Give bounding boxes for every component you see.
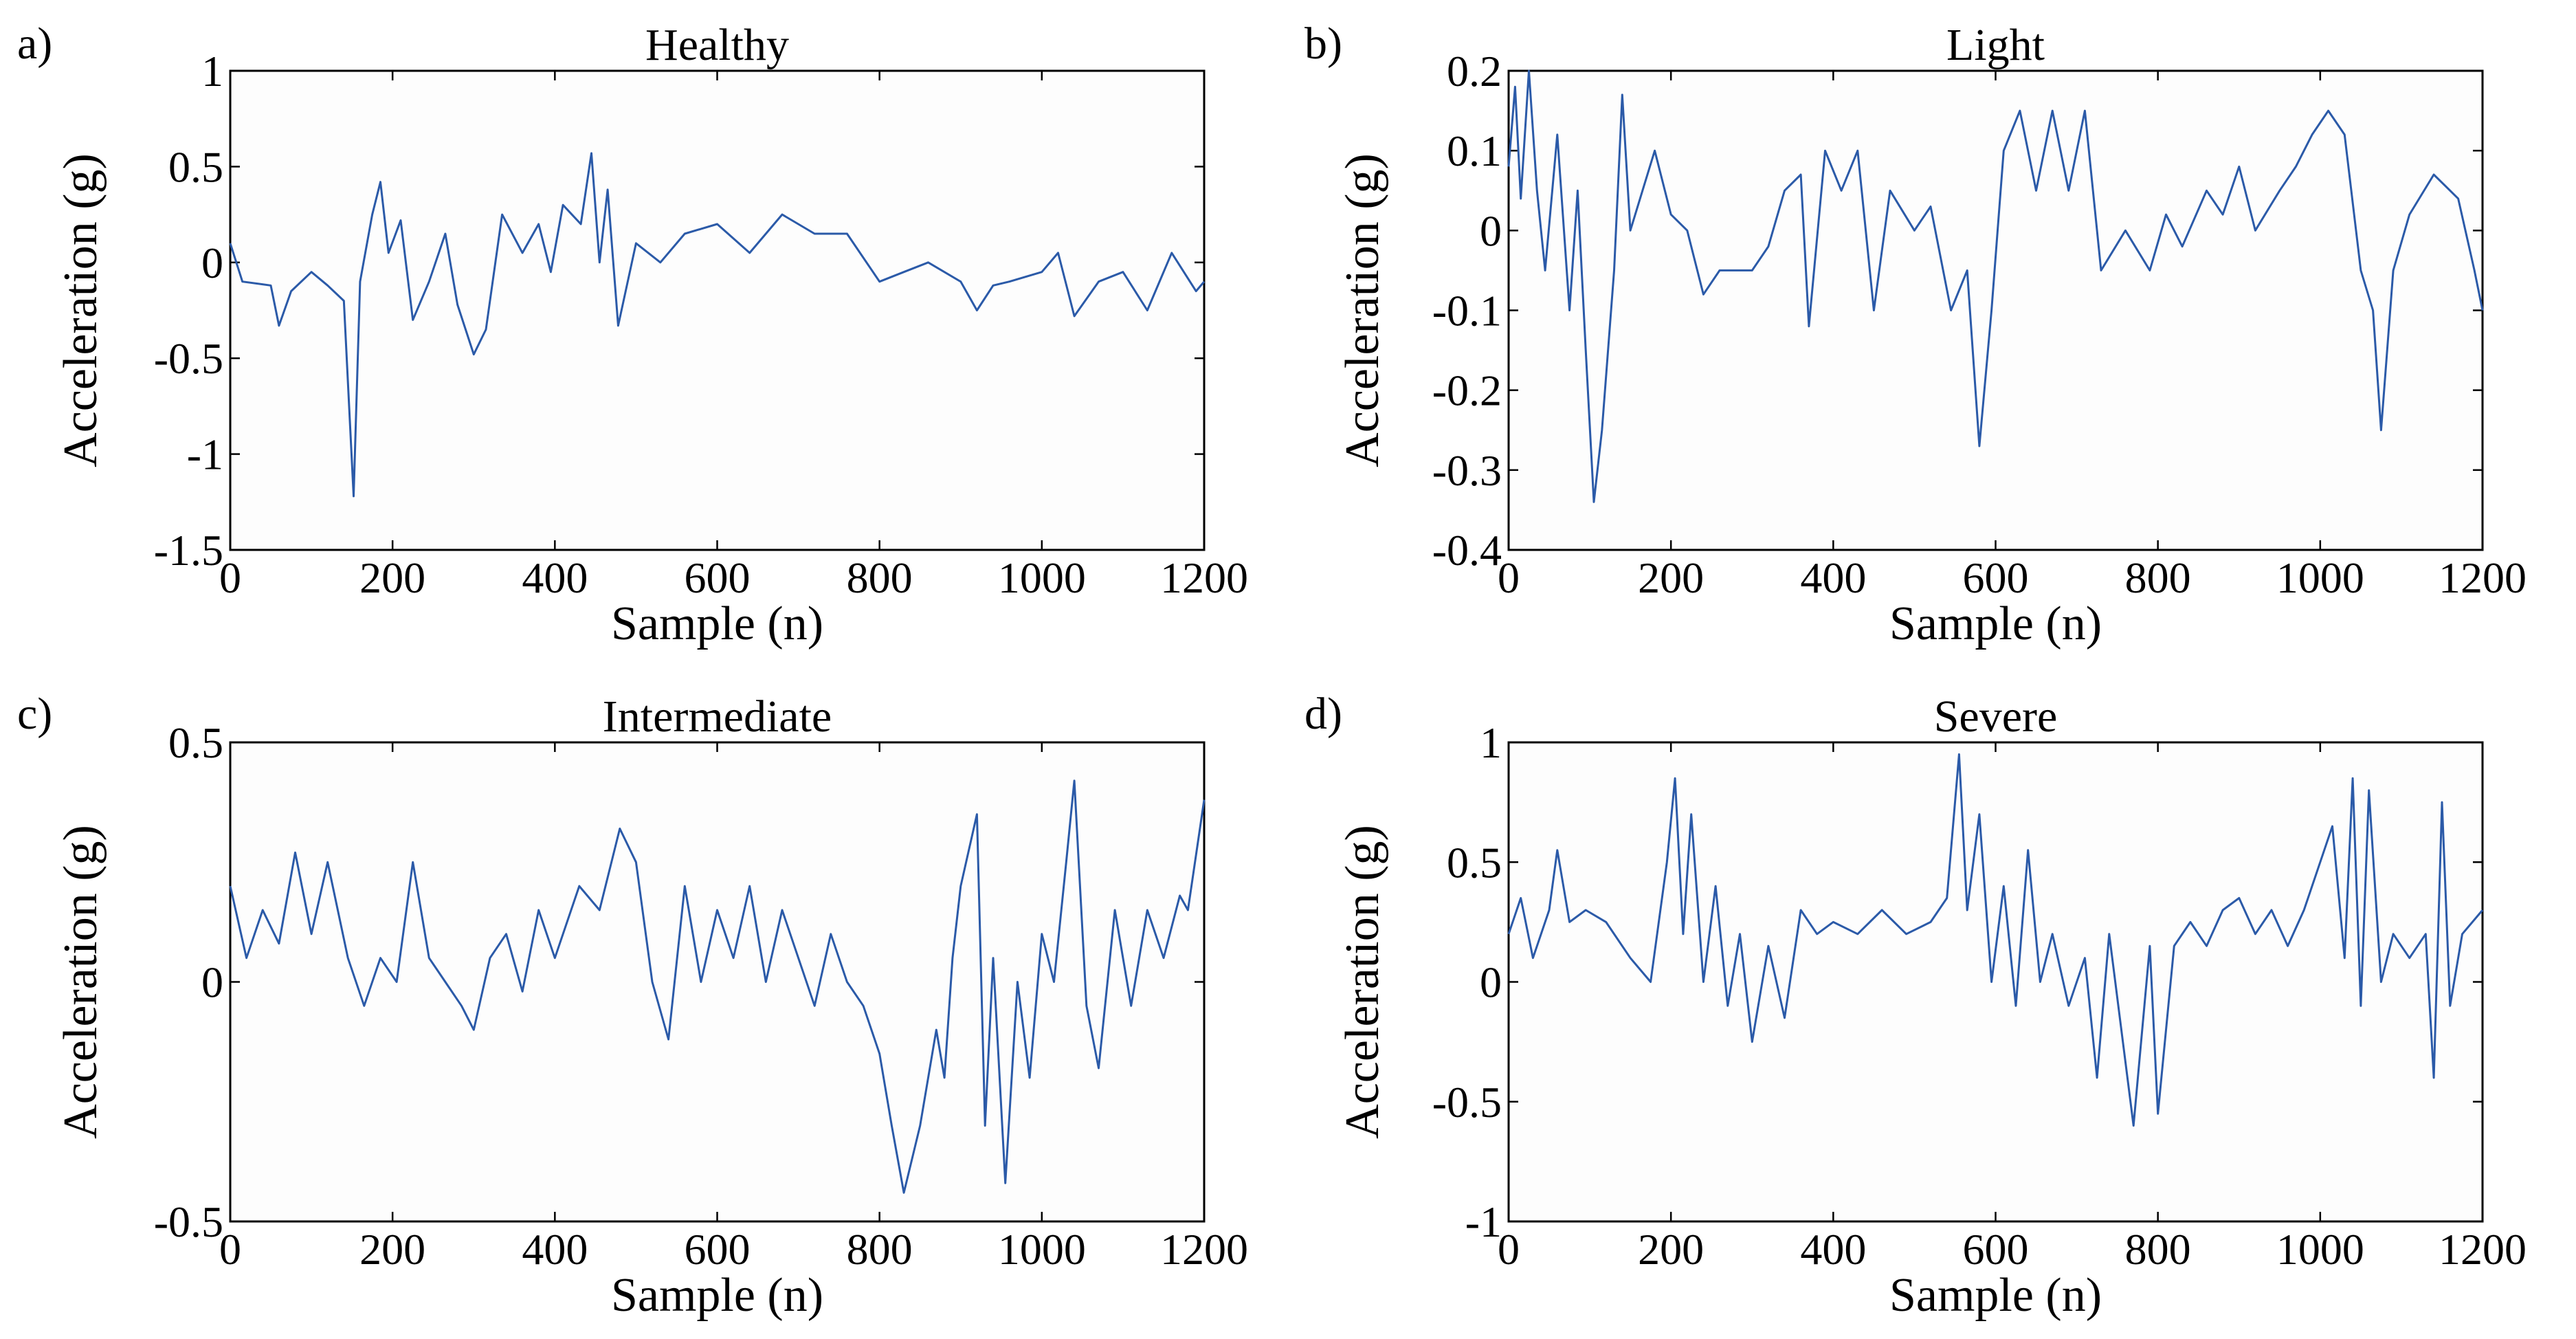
panel-label: c): [17, 689, 52, 739]
y-tick-label: -1.5: [154, 526, 223, 575]
panel-label: a): [17, 19, 52, 69]
y-tick-label: 0.5: [1447, 838, 1502, 887]
y-tick-label: 0.5: [168, 718, 223, 767]
x-tick-label: 800: [2125, 1225, 2191, 1274]
x-tick-label: 1200: [2439, 553, 2527, 602]
y-axis-label: Acceleration (g): [1336, 825, 1389, 1139]
x-tick-label: 600: [1963, 553, 2029, 602]
y-tick-label: 0: [201, 239, 223, 287]
y-tick-label: -1: [187, 430, 223, 479]
x-axis-label: Sample (n): [611, 1269, 823, 1322]
x-tick-label: 600: [685, 1225, 751, 1274]
x-tick-label: 200: [1638, 553, 1704, 602]
x-tick-label: 800: [847, 1225, 913, 1274]
panel-label: b): [1304, 19, 1342, 69]
y-tick-label: 0: [1480, 958, 1502, 1007]
plot-area: [1507, 69, 2484, 551]
series-line: [229, 779, 1206, 1194]
x-tick-label: 400: [522, 1225, 588, 1274]
y-tick-label: -1: [1465, 1197, 1502, 1246]
series-line: [229, 152, 1206, 498]
y-tick-label: -0.1: [1432, 287, 1502, 335]
x-tick-label: 400: [1800, 553, 1866, 602]
y-axis-label: Acceleration (g): [54, 825, 107, 1139]
y-tick-label: 0: [201, 958, 223, 1007]
x-tick-label: 400: [1800, 1225, 1866, 1274]
chart-panel-4: d) Severe 0 200 400 600 800 1000 1200 -1 -0.5 0 0.5 1…: [1304, 689, 2527, 1322]
x-tick-label: 0: [1498, 1225, 1520, 1274]
y-tick-label: -0.2: [1432, 366, 1502, 415]
panel-title: Intermediate: [603, 691, 832, 742]
x-tick-label: 400: [522, 553, 588, 602]
x-tick-label: 800: [2125, 553, 2191, 602]
y-tick-label: 0: [1480, 206, 1502, 255]
y-tick-label: 0.1: [1447, 126, 1502, 175]
panel-label: d): [1304, 689, 1342, 739]
y-tick-label: -0.4: [1432, 526, 1502, 575]
y-axis-label: Acceleration (g): [1336, 153, 1389, 467]
x-tick-label: 200: [1638, 1225, 1704, 1274]
y-tick-label: -0.5: [154, 1197, 223, 1246]
y-tick-label: 1: [201, 47, 223, 96]
x-tick-label: 1000: [2276, 1225, 2364, 1274]
x-tick-label: 800: [847, 553, 913, 602]
panel-title: Healthy: [645, 20, 789, 70]
plot-area: [229, 741, 1206, 1223]
series-line: [1507, 753, 2484, 1127]
x-tick-label: 600: [1963, 1225, 2029, 1274]
chart-panel-1: a) Healthy 0 200 400 600 800 1000 1200 -1.5 -1 -0.5…: [17, 19, 1248, 650]
x-tick-label: 1200: [1160, 553, 1248, 602]
y-tick-label: 0.5: [168, 142, 223, 191]
panel-title: Severe: [1934, 691, 2058, 742]
y-tick-label: -0.5: [154, 334, 223, 383]
y-tick-label: 1: [1480, 718, 1502, 767]
series-line: [1507, 69, 2484, 503]
x-tick-label: 1000: [998, 553, 1086, 602]
x-tick-label: 200: [359, 1225, 425, 1274]
x-tick-label: 0: [1498, 553, 1520, 602]
x-tick-label: 1200: [2439, 1225, 2527, 1274]
plot-area: [229, 69, 1206, 551]
x-tick-label: 0: [219, 553, 241, 602]
x-tick-label: 1200: [1160, 1225, 1248, 1274]
chart-panel-2: b) Light 0 200 400 600 800 1000 1200 -0.4 -0.3 -0.2…: [1304, 19, 2527, 650]
x-axis-label: Sample (n): [1889, 597, 2102, 650]
y-axis-label: Acceleration (g): [54, 153, 107, 467]
panel-title: Light: [1946, 20, 2045, 70]
y-tick-label: -0.5: [1432, 1078, 1502, 1127]
x-axis-label: Sample (n): [1889, 1269, 2102, 1322]
x-tick-label: 200: [359, 553, 425, 602]
x-tick-label: 0: [219, 1225, 241, 1274]
y-tick-label: -0.3: [1432, 446, 1502, 495]
y-tick-label: 0.2: [1447, 47, 1502, 96]
x-axis-label: Sample (n): [611, 597, 823, 650]
x-tick-label: 1000: [2276, 553, 2364, 602]
x-tick-label: 1000: [998, 1225, 1086, 1274]
plot-area: [1507, 741, 2484, 1223]
x-tick-label: 600: [685, 553, 751, 602]
